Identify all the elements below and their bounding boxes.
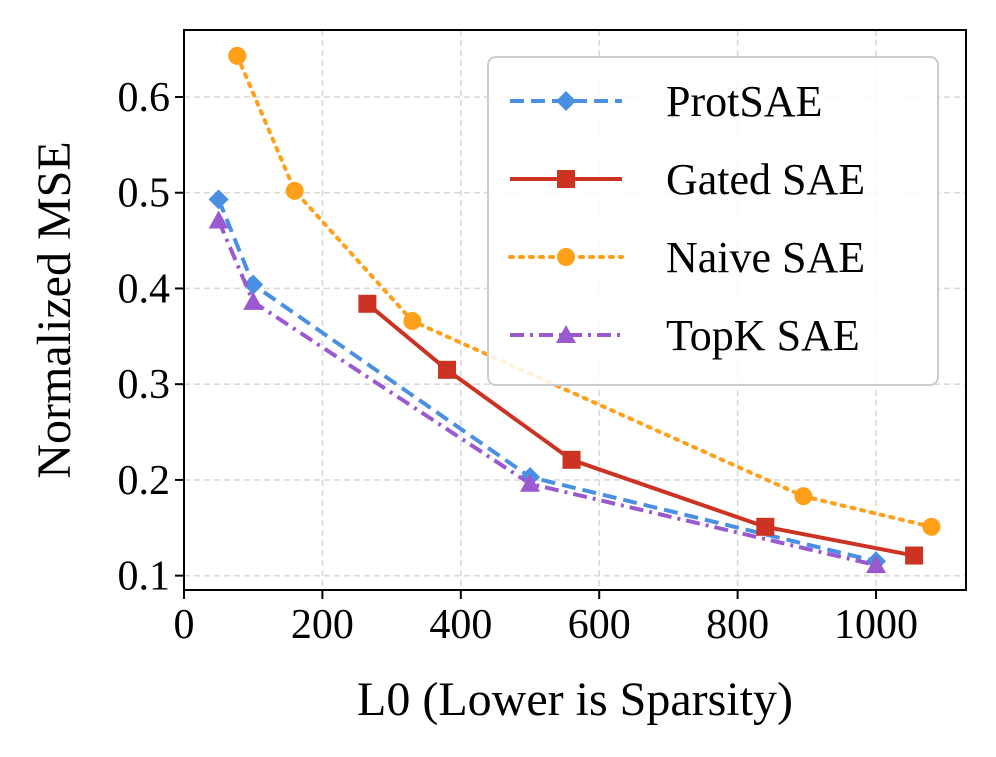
protsae-line <box>216 198 877 564</box>
legend-label-protsae: ProtSAE <box>666 77 822 126</box>
topk-sae-point <box>208 210 229 229</box>
gated-sae-point <box>562 450 581 469</box>
gated-sae-point <box>756 517 775 536</box>
topk-sae-line <box>216 219 877 568</box>
y-tick-label: 0.2 <box>118 458 171 504</box>
naive-sae-point <box>922 517 941 536</box>
topk-sae-point <box>243 291 264 310</box>
legend-label-gated-sae: Gated SAE <box>666 155 865 204</box>
y-axis-label: Normalized MSE <box>28 141 81 478</box>
topk-sae-point <box>520 473 541 492</box>
legend-marker-protsae <box>556 91 576 111</box>
naive-sae-point <box>285 181 304 200</box>
gated-sae-point <box>905 546 924 565</box>
y-tick-label: 0.5 <box>118 171 171 217</box>
plot-frame <box>183 29 967 591</box>
protsae-point <box>208 189 229 210</box>
legend-marker-gated-sae <box>557 170 575 188</box>
y-tick-label: 0.6 <box>118 75 171 121</box>
y-tick-label: 0.3 <box>118 362 171 408</box>
x-tick-label: 400 <box>429 602 492 648</box>
x-axis-label: L0 (Lower is Sparsity) <box>357 673 793 726</box>
series-naive-sae <box>228 46 941 536</box>
topk-sae-point <box>866 555 887 574</box>
x-tick-label: 1000 <box>834 602 918 648</box>
legend-label-naive-sae: Naive SAE <box>666 233 865 282</box>
y-tick-label: 0.4 <box>118 266 171 312</box>
naive-sae-point <box>228 46 247 65</box>
x-tick-label: 200 <box>291 602 354 648</box>
legend-label-topk-sae: TopK SAE <box>666 311 860 360</box>
x-tick-label: 0 <box>174 602 195 648</box>
legend-item-protsae: ProtSAE <box>510 77 822 126</box>
series-gated-sae <box>358 294 924 565</box>
x-tick-label: 800 <box>706 602 769 648</box>
legend-marker-topk-sae <box>556 325 576 343</box>
legend-item-topk-sae: TopK SAE <box>510 311 860 360</box>
legend-item-naive-sae: Naive SAE <box>508 233 865 282</box>
legend: ProtSAE Gated SAE Naive SAE TopK SAE <box>487 56 939 386</box>
y-tick-label: 0.1 <box>118 554 171 600</box>
naive-sae-point <box>403 312 422 331</box>
series-topk-sae <box>208 210 887 574</box>
x-tick-label: 600 <box>568 602 631 648</box>
naive-sae-point <box>794 487 813 506</box>
protsae-point <box>243 274 264 295</box>
gated-sae-point <box>358 294 377 313</box>
gated-sae-point <box>437 360 456 379</box>
series-layer <box>208 46 941 574</box>
legend-marker-naive-sae <box>557 248 575 266</box>
ticks: 0 200 400 600 800 1000 0.1 0.2 0.3 0.4 0.5 0.6 <box>118 75 919 648</box>
legend-item-gated-sae: Gated SAE <box>510 155 865 204</box>
legend-box <box>487 56 939 386</box>
